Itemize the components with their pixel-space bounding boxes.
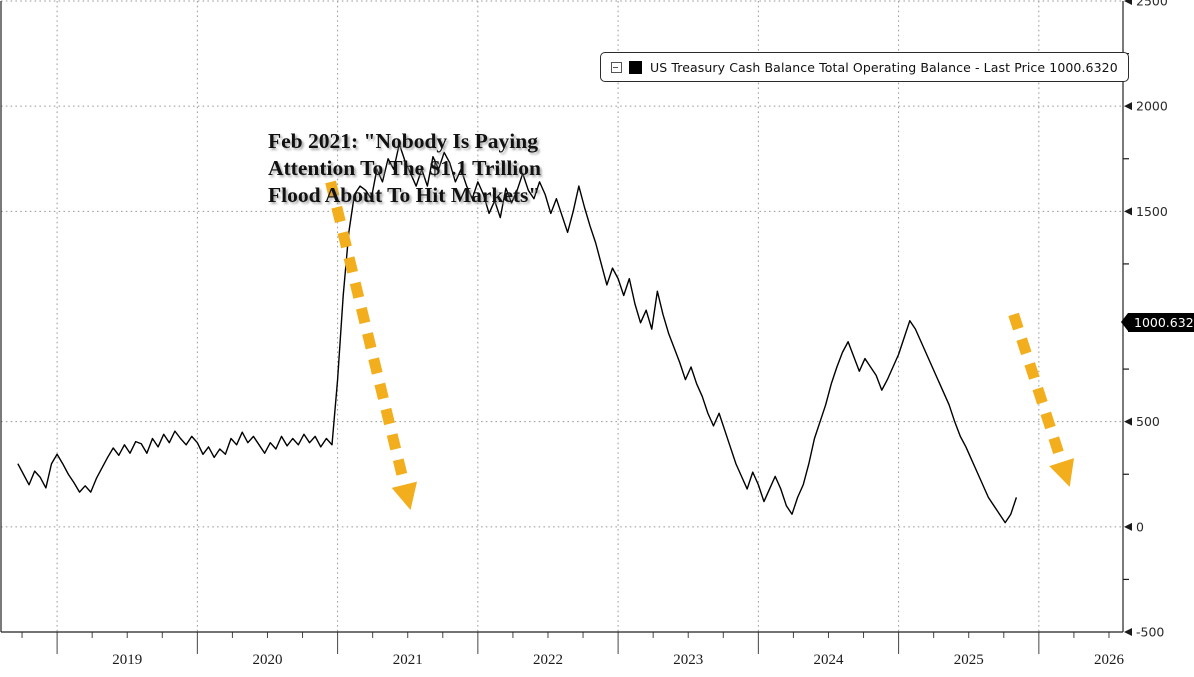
x-axis-label: 2020: [252, 652, 282, 668]
chart-annotation-text: Feb 2021: "Nobody Is Paying Attention To…: [268, 129, 541, 207]
y-axis-label: 2500: [1136, 0, 1168, 9]
y-axis-label: 0: [1136, 519, 1144, 534]
x-axis-label: 2025: [954, 652, 984, 668]
legend-label: US Treasury Cash Balance Total Operating…: [650, 59, 1118, 75]
annotation-arrows: [325, 180, 1075, 511]
x-axis-label: 2023: [673, 652, 703, 668]
y-tick-marker: [1124, 102, 1132, 111]
y-tick-marker: [1124, 522, 1132, 531]
y-tick-marker: [1124, 0, 1132, 5]
gridlines: [1, 0, 1123, 633]
y-axis-labels: 2500 2000 1500 500 0 -500: [1136, 0, 1168, 640]
x-axis-label: 2026: [1094, 652, 1125, 668]
x-axis-label: 2022: [533, 652, 563, 668]
arrow-head: [1049, 458, 1075, 487]
y-axis-label: 500: [1136, 414, 1160, 429]
y-axis-label: 1500: [1136, 204, 1168, 219]
y-tick-marker: [1124, 207, 1132, 216]
axis-ticks: [21, 0, 1132, 654]
last-price-tag: 1000.6320: [1121, 313, 1194, 332]
checkbox-icon[interactable]: [611, 61, 622, 73]
x-axis-label: 2019: [112, 652, 142, 668]
decline-arrow-2025: [1008, 312, 1075, 487]
axes: [0, 1, 1124, 633]
x-axis-label: 2024: [813, 652, 844, 668]
decline-arrow-2021: [325, 180, 418, 511]
arrow-shaft: [1008, 312, 1067, 464]
y-tick-marker: [1124, 417, 1132, 426]
legend[interactable]: US Treasury Cash Balance Total Operating…: [600, 52, 1129, 82]
x-axis-label: 2021: [393, 652, 423, 668]
y-axis-label: -500: [1136, 625, 1164, 640]
x-axis-labels: 2019 2020 2021 2022 2023 2024 2025 2026: [112, 652, 1124, 668]
y-axis-label: 2000: [1136, 99, 1168, 114]
series-line-treasury-cash-balance: [17, 143, 1018, 524]
arrow-shaft: [325, 180, 410, 487]
arrow-head: [391, 481, 418, 511]
legend-color-swatch: [629, 60, 642, 74]
y-tick-marker: [1124, 628, 1132, 636]
